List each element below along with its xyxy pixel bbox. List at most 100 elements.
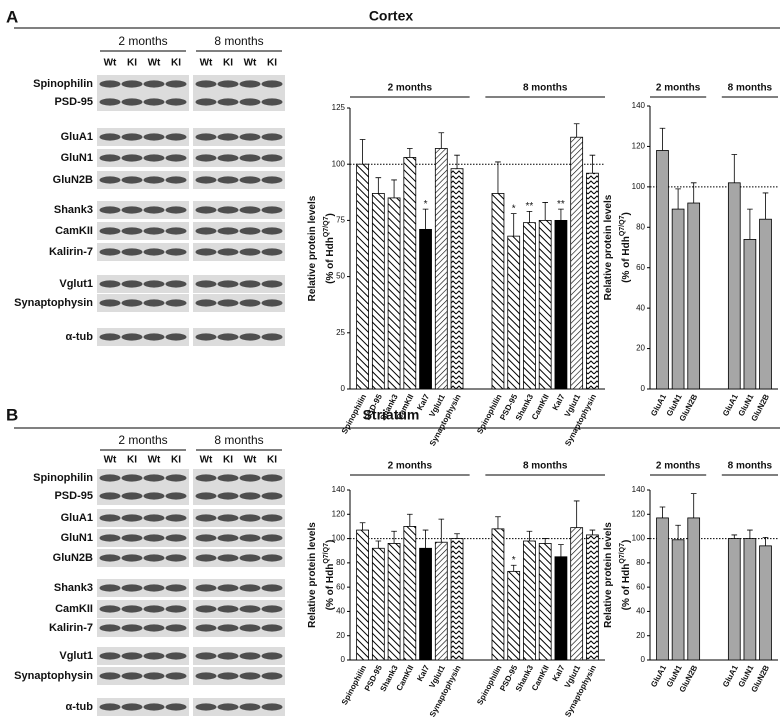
blot-strip (97, 149, 189, 167)
blot-strip (97, 128, 189, 146)
blot-strip (193, 275, 285, 293)
blot-band (99, 80, 121, 88)
protein-label: GluN1 (61, 152, 93, 164)
y-tick-label: 0 (641, 655, 646, 664)
blot-strip (193, 579, 285, 597)
bar (743, 538, 757, 661)
period-label: 2 months (118, 433, 167, 447)
blot-band (165, 534, 187, 542)
x-tick-label: Synaptophysin (428, 664, 463, 719)
protein-label: Synaptophysin (14, 670, 93, 682)
blot-band (261, 652, 283, 660)
group-label: 8 months (728, 83, 773, 94)
blot-band (121, 554, 143, 562)
y-axis-label-unit: (% of HdhQ7/Q7) (323, 213, 335, 284)
bar (387, 543, 401, 661)
y-axis-label-main: Relative protein levels (603, 194, 614, 300)
error-bar (391, 530, 397, 544)
blot-band (143, 227, 165, 235)
y-tick-label: 140 (632, 485, 646, 494)
blot-band (261, 98, 283, 106)
blot-band (143, 80, 165, 88)
error-bar (495, 516, 501, 529)
protein-label: PSD-95 (54, 490, 93, 502)
blot-strip (193, 201, 285, 219)
blot-band (239, 492, 261, 500)
blot-band (165, 176, 187, 184)
y-axis-label-part: Q7/Q7 (619, 215, 626, 236)
error-bar (391, 179, 397, 198)
blot-band (99, 248, 121, 256)
lane-label: Wt (148, 58, 161, 69)
blot-band (121, 98, 143, 106)
blot-band (143, 703, 165, 711)
blot-band (261, 154, 283, 162)
blot-band (165, 227, 187, 235)
significance: * (512, 555, 516, 566)
blot-band (99, 492, 121, 500)
blot-band (217, 206, 239, 214)
x-tick-label: Kal7 (415, 663, 431, 683)
blot-band (165, 299, 187, 307)
period-label: 2 months (118, 34, 167, 48)
y-axis-label-part: (% of Hdh (325, 237, 336, 284)
error-bar (438, 132, 445, 149)
bar (570, 136, 584, 390)
protein-label: Spinophilin (33, 472, 93, 484)
blot-band (261, 672, 283, 680)
blot-band (217, 474, 239, 482)
blot-band (217, 333, 239, 341)
y-tick-label: 80 (636, 222, 645, 231)
bar (523, 540, 536, 661)
group-label: 2 months (388, 83, 433, 94)
blot-band (121, 652, 143, 660)
blot-band (261, 176, 283, 184)
error-bar (422, 529, 429, 549)
error-bar (526, 530, 533, 541)
significance: ** (526, 201, 534, 212)
y-tick-label: 0 (341, 384, 346, 393)
bar (671, 208, 685, 390)
error-bar (762, 536, 769, 546)
blot-band (239, 206, 261, 214)
blot-band (121, 624, 143, 632)
blot-band (239, 248, 261, 256)
blot-band (121, 299, 143, 307)
blot-band (261, 584, 283, 592)
bar (419, 547, 432, 661)
blot-strip (97, 667, 189, 685)
blot-band (195, 652, 217, 660)
bar (507, 235, 521, 390)
blot-band (143, 492, 165, 500)
blot-band (195, 299, 217, 307)
blot-band (165, 605, 187, 613)
blot-band (99, 514, 121, 522)
blot-strip (97, 201, 189, 219)
significance: * (512, 203, 516, 214)
y-axis-label: Relative protein levels (603, 522, 614, 628)
blot-band (99, 299, 121, 307)
error-bar (454, 154, 460, 169)
blot-band (143, 514, 165, 522)
error-bar (558, 544, 564, 557)
y-tick-label: 120 (632, 142, 646, 151)
blot-band (121, 605, 143, 613)
y-tick-label: 100 (632, 182, 646, 191)
blot-band (143, 299, 165, 307)
blot-strip (193, 93, 285, 111)
blot-band (261, 703, 283, 711)
blot-strip (97, 222, 189, 240)
x-tick-label: Synaptophysin (428, 393, 463, 448)
blot-band (143, 605, 165, 613)
blot-band (99, 176, 121, 184)
blot-band (261, 133, 283, 141)
blot-band (195, 133, 217, 141)
blot-band (261, 605, 283, 613)
blot-band (143, 652, 165, 660)
y-tick-label: 100 (632, 534, 646, 543)
bar (434, 541, 448, 661)
blot-strip (97, 529, 189, 547)
y-axis-label-part: (% of Hdh (621, 236, 632, 283)
y-tick-label: 60 (336, 582, 345, 591)
blot-strip (193, 469, 285, 487)
